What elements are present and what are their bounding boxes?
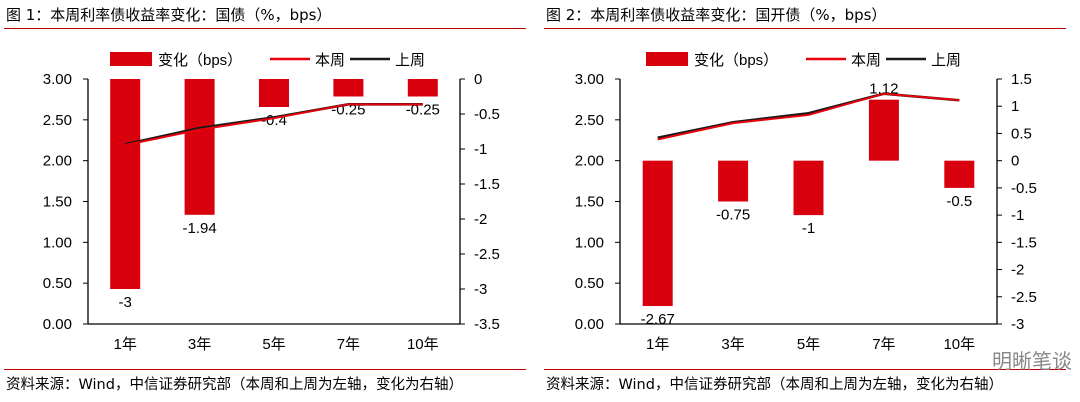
bar-data-label: -2.67 xyxy=(641,311,675,328)
right-tick-label: 1.5 xyxy=(1011,71,1032,88)
right-tick-label: -0.5 xyxy=(474,106,500,123)
chart-treasury: 0.00 0.50 1.00 1.50 2.00 2.50 3.00 -3.5 -3 -2.5 -2… xyxy=(43,52,500,353)
legend-label: 变化（bps） xyxy=(694,52,778,69)
left-tick-label: 2.00 xyxy=(43,153,72,170)
left-tick-label: 0.00 xyxy=(575,316,604,333)
left-tick-label: 2.50 xyxy=(575,112,604,129)
left-tick-label: 3.00 xyxy=(43,71,72,88)
right-tick-label: -2.5 xyxy=(474,246,500,263)
right-tick-label: -3 xyxy=(474,281,487,298)
bar xyxy=(868,99,899,161)
x-tick-label: 10年 xyxy=(943,336,975,353)
bar xyxy=(944,160,975,188)
legend-label: 上周 xyxy=(395,52,425,69)
right-tick-label: 1 xyxy=(1011,98,1019,115)
legend-label: 上周 xyxy=(931,52,961,69)
title-divider xyxy=(544,28,1066,29)
bar-data-label: -0.5 xyxy=(946,193,972,210)
right-tick-label: 0 xyxy=(1011,153,1019,170)
title-divider xyxy=(4,28,526,29)
chart-title: 图 1：本周利率债收益率变化：国债（%，bps） xyxy=(6,6,332,24)
legend-bar-swatch xyxy=(110,52,152,66)
bar xyxy=(184,79,215,215)
x-tick-label: 5年 xyxy=(262,336,285,353)
x-tick-label: 3年 xyxy=(721,336,744,353)
left-tick-label: 3.00 xyxy=(575,71,604,88)
left-tick-label: 1.00 xyxy=(575,234,604,251)
source-note: 资料来源：Wind，中信证券研究部（本周和上周为左轴，变化为右轴） xyxy=(546,377,1003,393)
right-tick-label: 0 xyxy=(474,71,482,88)
left-tick-label: 1.00 xyxy=(43,234,72,251)
right-tick-label: 0.5 xyxy=(1011,125,1032,142)
x-tick-label: 5年 xyxy=(797,336,820,353)
legend-label: 本周 xyxy=(851,52,881,69)
left-tick-label: 1.50 xyxy=(575,194,604,211)
right-tick-label: -1 xyxy=(1011,207,1024,224)
bar xyxy=(407,79,438,97)
legend-bar-swatch xyxy=(646,52,688,66)
legend-label: 本周 xyxy=(315,52,345,69)
bar-data-label: -1.94 xyxy=(182,220,216,237)
legend-label: 变化（bps） xyxy=(158,52,242,69)
left-tick-label: 1.50 xyxy=(43,194,72,211)
x-tick-label: 7年 xyxy=(872,336,895,353)
bar xyxy=(642,160,673,307)
chart-cdb: 0.000.501.001.502.002.503.00-3-2.5-2-1.5… xyxy=(575,52,1037,353)
chart-title: 图 2：本周利率债收益率变化：国开债（%，bps） xyxy=(546,6,887,24)
bar xyxy=(718,160,749,202)
source-note: 资料来源：Wind，中信证券研究部（本周和上周为左轴，变化为右轴） xyxy=(6,377,463,393)
x-tick-label: 10年 xyxy=(407,336,439,353)
bar xyxy=(333,79,364,97)
bar xyxy=(793,160,824,216)
right-tick-label: -2 xyxy=(474,211,487,228)
left-tick-label: 2.00 xyxy=(575,153,604,170)
bar-data-label: -3 xyxy=(119,294,132,311)
left-tick-label: 2.50 xyxy=(43,112,72,129)
right-tick-label: -1.5 xyxy=(474,176,500,193)
chart-panel-cdb: 图 2：本周利率债收益率变化：国开债（%，bps） 0.00 0.50 1.00 1.… xyxy=(540,0,1070,402)
source-divider xyxy=(544,369,1066,370)
left-tick-label: 0.50 xyxy=(43,275,72,292)
x-tick-label: 1年 xyxy=(646,336,669,353)
right-tick-label: -3.5 xyxy=(474,316,500,333)
right-tick-label: -1 xyxy=(474,141,487,158)
bar-data-label: -0.75 xyxy=(716,207,750,224)
chart-panel-treasury: 图 1：本周利率债收益率变化：国债（%，bps） 0.00 0.50 1.00 1.5… xyxy=(0,0,530,402)
right-tick-label: -0.5 xyxy=(1011,180,1037,197)
bar xyxy=(259,79,289,107)
bar-data-label: -0.25 xyxy=(406,102,440,119)
x-tick-label: 7年 xyxy=(337,336,360,353)
left-tick-label: 0.00 xyxy=(43,316,72,333)
left-tick-label: 0.50 xyxy=(575,275,604,292)
x-tick-label: 3年 xyxy=(188,336,211,353)
source-divider xyxy=(4,369,526,370)
line-this-week xyxy=(657,92,960,141)
right-tick-label: -3 xyxy=(1011,316,1024,333)
watermark: 明晰笔谈 xyxy=(992,349,1072,373)
bar-data-label: -1 xyxy=(802,220,815,237)
line-this-week xyxy=(124,103,423,147)
right-tick-label: -2 xyxy=(1011,262,1024,279)
right-tick-label: -2.5 xyxy=(1011,289,1037,306)
x-tick-label: 1年 xyxy=(114,336,137,353)
bar xyxy=(110,79,141,289)
right-tick-label: -1.5 xyxy=(1011,234,1037,251)
